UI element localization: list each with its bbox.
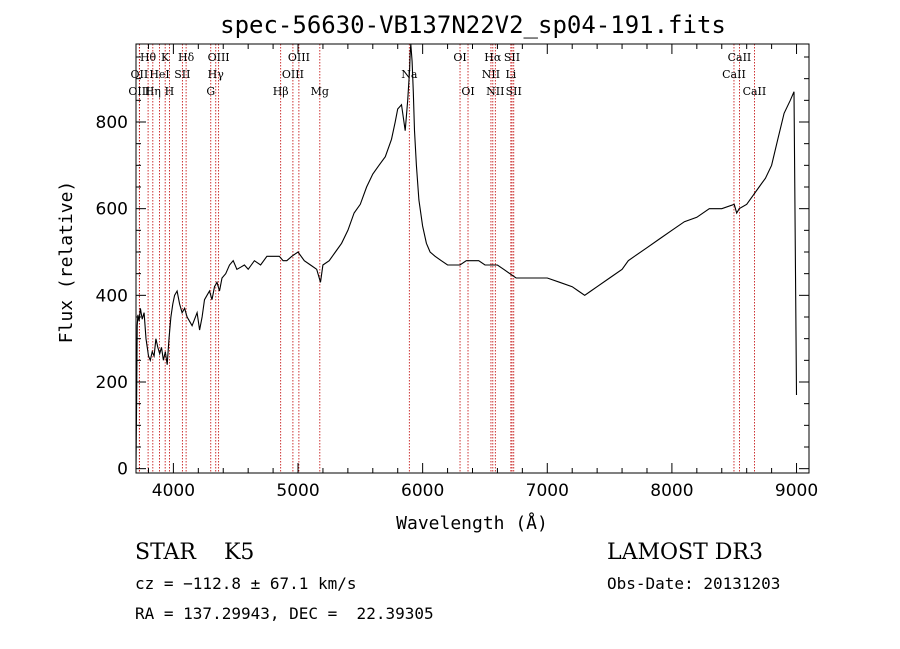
- line-label-10: Hγ: [208, 68, 225, 81]
- line-label-17: OI: [453, 51, 466, 64]
- y-axis-label: Flux (relative): [56, 181, 77, 344]
- ra-dec-coordinates: RA = 137.29943, DEC = 22.39305: [135, 604, 434, 623]
- survey-name: LAMOST DR3: [607, 540, 763, 565]
- line-label-14: Hβ: [273, 85, 289, 98]
- observation-date: Obs-Date: 20131203: [607, 574, 781, 593]
- x-axis-label: Wavelength (Å): [396, 512, 548, 534]
- plot-frame: [135, 43, 810, 474]
- x-axis: 4000 5000 6000 7000 8000 9000: [147, 44, 818, 501]
- line-label-21: NII: [482, 68, 500, 81]
- line-label-19: Hα: [484, 51, 502, 64]
- line-label-4: HeI: [149, 68, 169, 81]
- x-tick-label-6000: 6000: [401, 481, 444, 501]
- line-label-20: SII: [504, 51, 520, 64]
- line-label-24: SII: [506, 85, 522, 98]
- spectral-line-labels: Hθ OII OIII K HeI Hη SII H Hδ OIII Hγ G OIII OIII Hβ Mg…: [128, 51, 766, 98]
- spectrum-line: [135, 43, 798, 469]
- object-class: STAR K5: [135, 540, 255, 565]
- spectral-line-markers: [138, 44, 755, 473]
- line-label-23: NII: [486, 85, 504, 98]
- line-label-12: OIII: [288, 51, 310, 64]
- line-label-11: G: [206, 85, 215, 98]
- y-tick-label-200: 200: [96, 373, 128, 393]
- x-tick-label-9000: 9000: [775, 481, 818, 501]
- line-label-5: Hη: [145, 85, 161, 98]
- chart-title: spec-56630-VB137N22V2_sp04-191.fits: [220, 11, 726, 39]
- line-label-2: OIII: [128, 85, 150, 98]
- line-label-26: CaII: [722, 68, 746, 81]
- line-label-25: CaII: [728, 51, 752, 64]
- y-tick-label-600: 600: [96, 200, 128, 220]
- x-tick-label-5000: 5000: [276, 481, 319, 501]
- y-tick-label-800: 800: [96, 113, 128, 133]
- redshift-velocity: cz = −112.8 ± 67.1 km/s: [135, 574, 357, 593]
- y-tick-label-400: 400: [96, 286, 128, 306]
- line-label-22: Li: [505, 68, 516, 81]
- line-label-9: OIII: [208, 51, 230, 64]
- x-tick-label-4000: 4000: [152, 481, 195, 501]
- line-label-8: Hδ: [178, 51, 195, 64]
- line-label-3: K: [161, 51, 170, 64]
- line-label-18: OI: [461, 85, 474, 98]
- line-label-1: OII: [131, 68, 149, 81]
- x-tick-label-7000: 7000: [526, 481, 569, 501]
- line-label-13: OIII: [282, 68, 304, 81]
- line-label-7: H: [165, 85, 175, 98]
- line-label-0: Hθ: [140, 51, 157, 64]
- line-label-6: SII: [174, 68, 190, 81]
- line-label-27: CaII: [743, 85, 767, 98]
- x-tick-label-8000: 8000: [650, 481, 693, 501]
- line-label-15: Mg: [311, 85, 329, 98]
- y-tick-label-0: 0: [117, 460, 128, 480]
- y-axis: 0 200 400 600 800: [96, 56, 809, 480]
